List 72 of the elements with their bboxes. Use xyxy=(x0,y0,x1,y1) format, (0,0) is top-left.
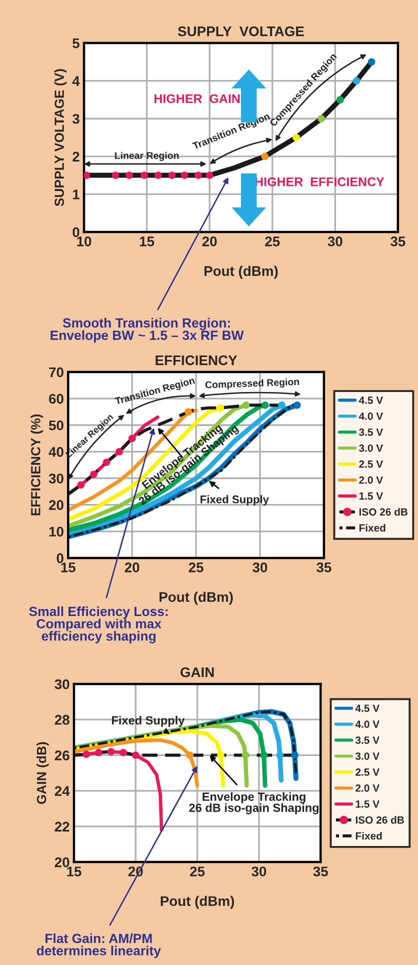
x-tick-label: 35 xyxy=(390,236,406,246)
x-tick-label: 25 xyxy=(190,866,205,876)
chart-title: GAIN xyxy=(180,667,214,678)
y-tick-label: 70 xyxy=(49,367,64,378)
y-tick-label: 20 xyxy=(54,857,70,868)
y-tick-label: 60 xyxy=(49,394,64,404)
y-tick-label: 2 xyxy=(72,152,80,162)
y-tick-label: 30 xyxy=(48,474,64,484)
y-tick-label: 4 xyxy=(72,76,80,86)
x-tick-label: 15 xyxy=(140,236,154,246)
legend-label: 2.0 V xyxy=(359,476,384,484)
legend-label: Fixed xyxy=(356,832,382,840)
annotation: Flat Gain: AM/PM determines linearity xyxy=(36,933,161,958)
y-tick-label: 0 xyxy=(72,227,80,238)
legend-label: 4.0 V xyxy=(355,720,380,728)
y-axis-title: SUPPLY VOLTAGE (V) xyxy=(54,69,67,206)
legend-label: 3.5 V xyxy=(355,736,380,744)
legend-label: 2.5 V xyxy=(356,768,380,776)
annotation: Small Efficiency Loss: Compared with max efficiency shaping xyxy=(29,606,168,644)
annotation: Envelope Tracking 26 dB iso-gain Shaping xyxy=(189,792,318,814)
y-tick-label: 26 xyxy=(54,750,70,760)
annotation: HIGHER EFFICIENCY xyxy=(255,177,384,186)
legend-label: 2.0 V xyxy=(356,784,380,792)
chart-title: EFFICIENCY xyxy=(156,355,238,366)
y-tick-label: 0 xyxy=(56,553,64,564)
legend-label: 4.5 V xyxy=(355,704,380,712)
annotation: Compressed Region xyxy=(205,378,300,390)
x-tick-label: 30 xyxy=(252,562,268,572)
legend-label: 4.5 V xyxy=(358,396,384,404)
legend-label: Fixed xyxy=(359,524,386,532)
x-tick-label: 25 xyxy=(265,236,280,246)
annotation: Fixed Supply xyxy=(112,716,185,727)
y-tick-label: 28 xyxy=(54,714,70,725)
y-tick-label: 5 xyxy=(72,38,80,48)
x-tick-label: 15 xyxy=(67,866,82,876)
y-tick-label: 22 xyxy=(54,822,70,832)
legend-label: 3.5 V xyxy=(358,428,384,436)
y-tick-label: 30 xyxy=(54,679,70,690)
annotation: Transition Region xyxy=(114,376,196,407)
y-tick-label: 20 xyxy=(49,500,64,510)
chart-title: SUPPLY VOLTAGE xyxy=(178,26,304,36)
text: Smooth Transition Region: Envelope BW ~ 1.5 – 3x RF BW xyxy=(50,318,244,343)
legend-label: 4.0 V xyxy=(358,412,384,420)
legend-label: 3.0 V xyxy=(355,752,380,760)
legend-label: 3.0 V xyxy=(358,444,384,452)
x-tick-label: 25 xyxy=(188,562,204,572)
legend-label: ISO 26 dB xyxy=(356,816,404,824)
x-tick-label: 15 xyxy=(61,562,76,572)
annotation: HIGHER GAIN xyxy=(154,94,240,104)
y-tick-label: 24 xyxy=(54,786,70,796)
annotation: Fixed Supply xyxy=(200,495,269,506)
legend-label: 2.5 V xyxy=(359,460,384,468)
legend-label: 1.5 V xyxy=(359,492,384,500)
x-tick-label: 35 xyxy=(316,562,332,572)
x-tick-label: 20 xyxy=(124,562,140,572)
y-tick-label: 3 xyxy=(72,114,80,124)
x-axis-title: Pout (dBm) xyxy=(160,896,234,909)
y-axis-title: GAIN (dB) xyxy=(36,742,49,804)
y-tick-label: 50 xyxy=(48,420,64,430)
x-tick-label: 30 xyxy=(252,866,266,876)
legend-label: ISO 26 dB xyxy=(359,508,408,516)
x-axis-title: Pout (dBm) xyxy=(204,266,278,279)
y-tick-label: 1 xyxy=(73,190,80,200)
legend-label: 1.5 V xyxy=(356,800,380,808)
x-tick-label: 35 xyxy=(313,866,328,876)
y-tick-label: 10 xyxy=(49,526,64,537)
x-axis-title: Pout (dBm) xyxy=(160,592,233,605)
x-tick-label: 30 xyxy=(328,236,342,246)
y-axis-title: EFFICIENCY (%) xyxy=(30,414,43,516)
annotation: Linear Region xyxy=(115,152,179,161)
y-tick-label: 40 xyxy=(48,447,64,457)
x-tick-label: 20 xyxy=(202,236,217,246)
